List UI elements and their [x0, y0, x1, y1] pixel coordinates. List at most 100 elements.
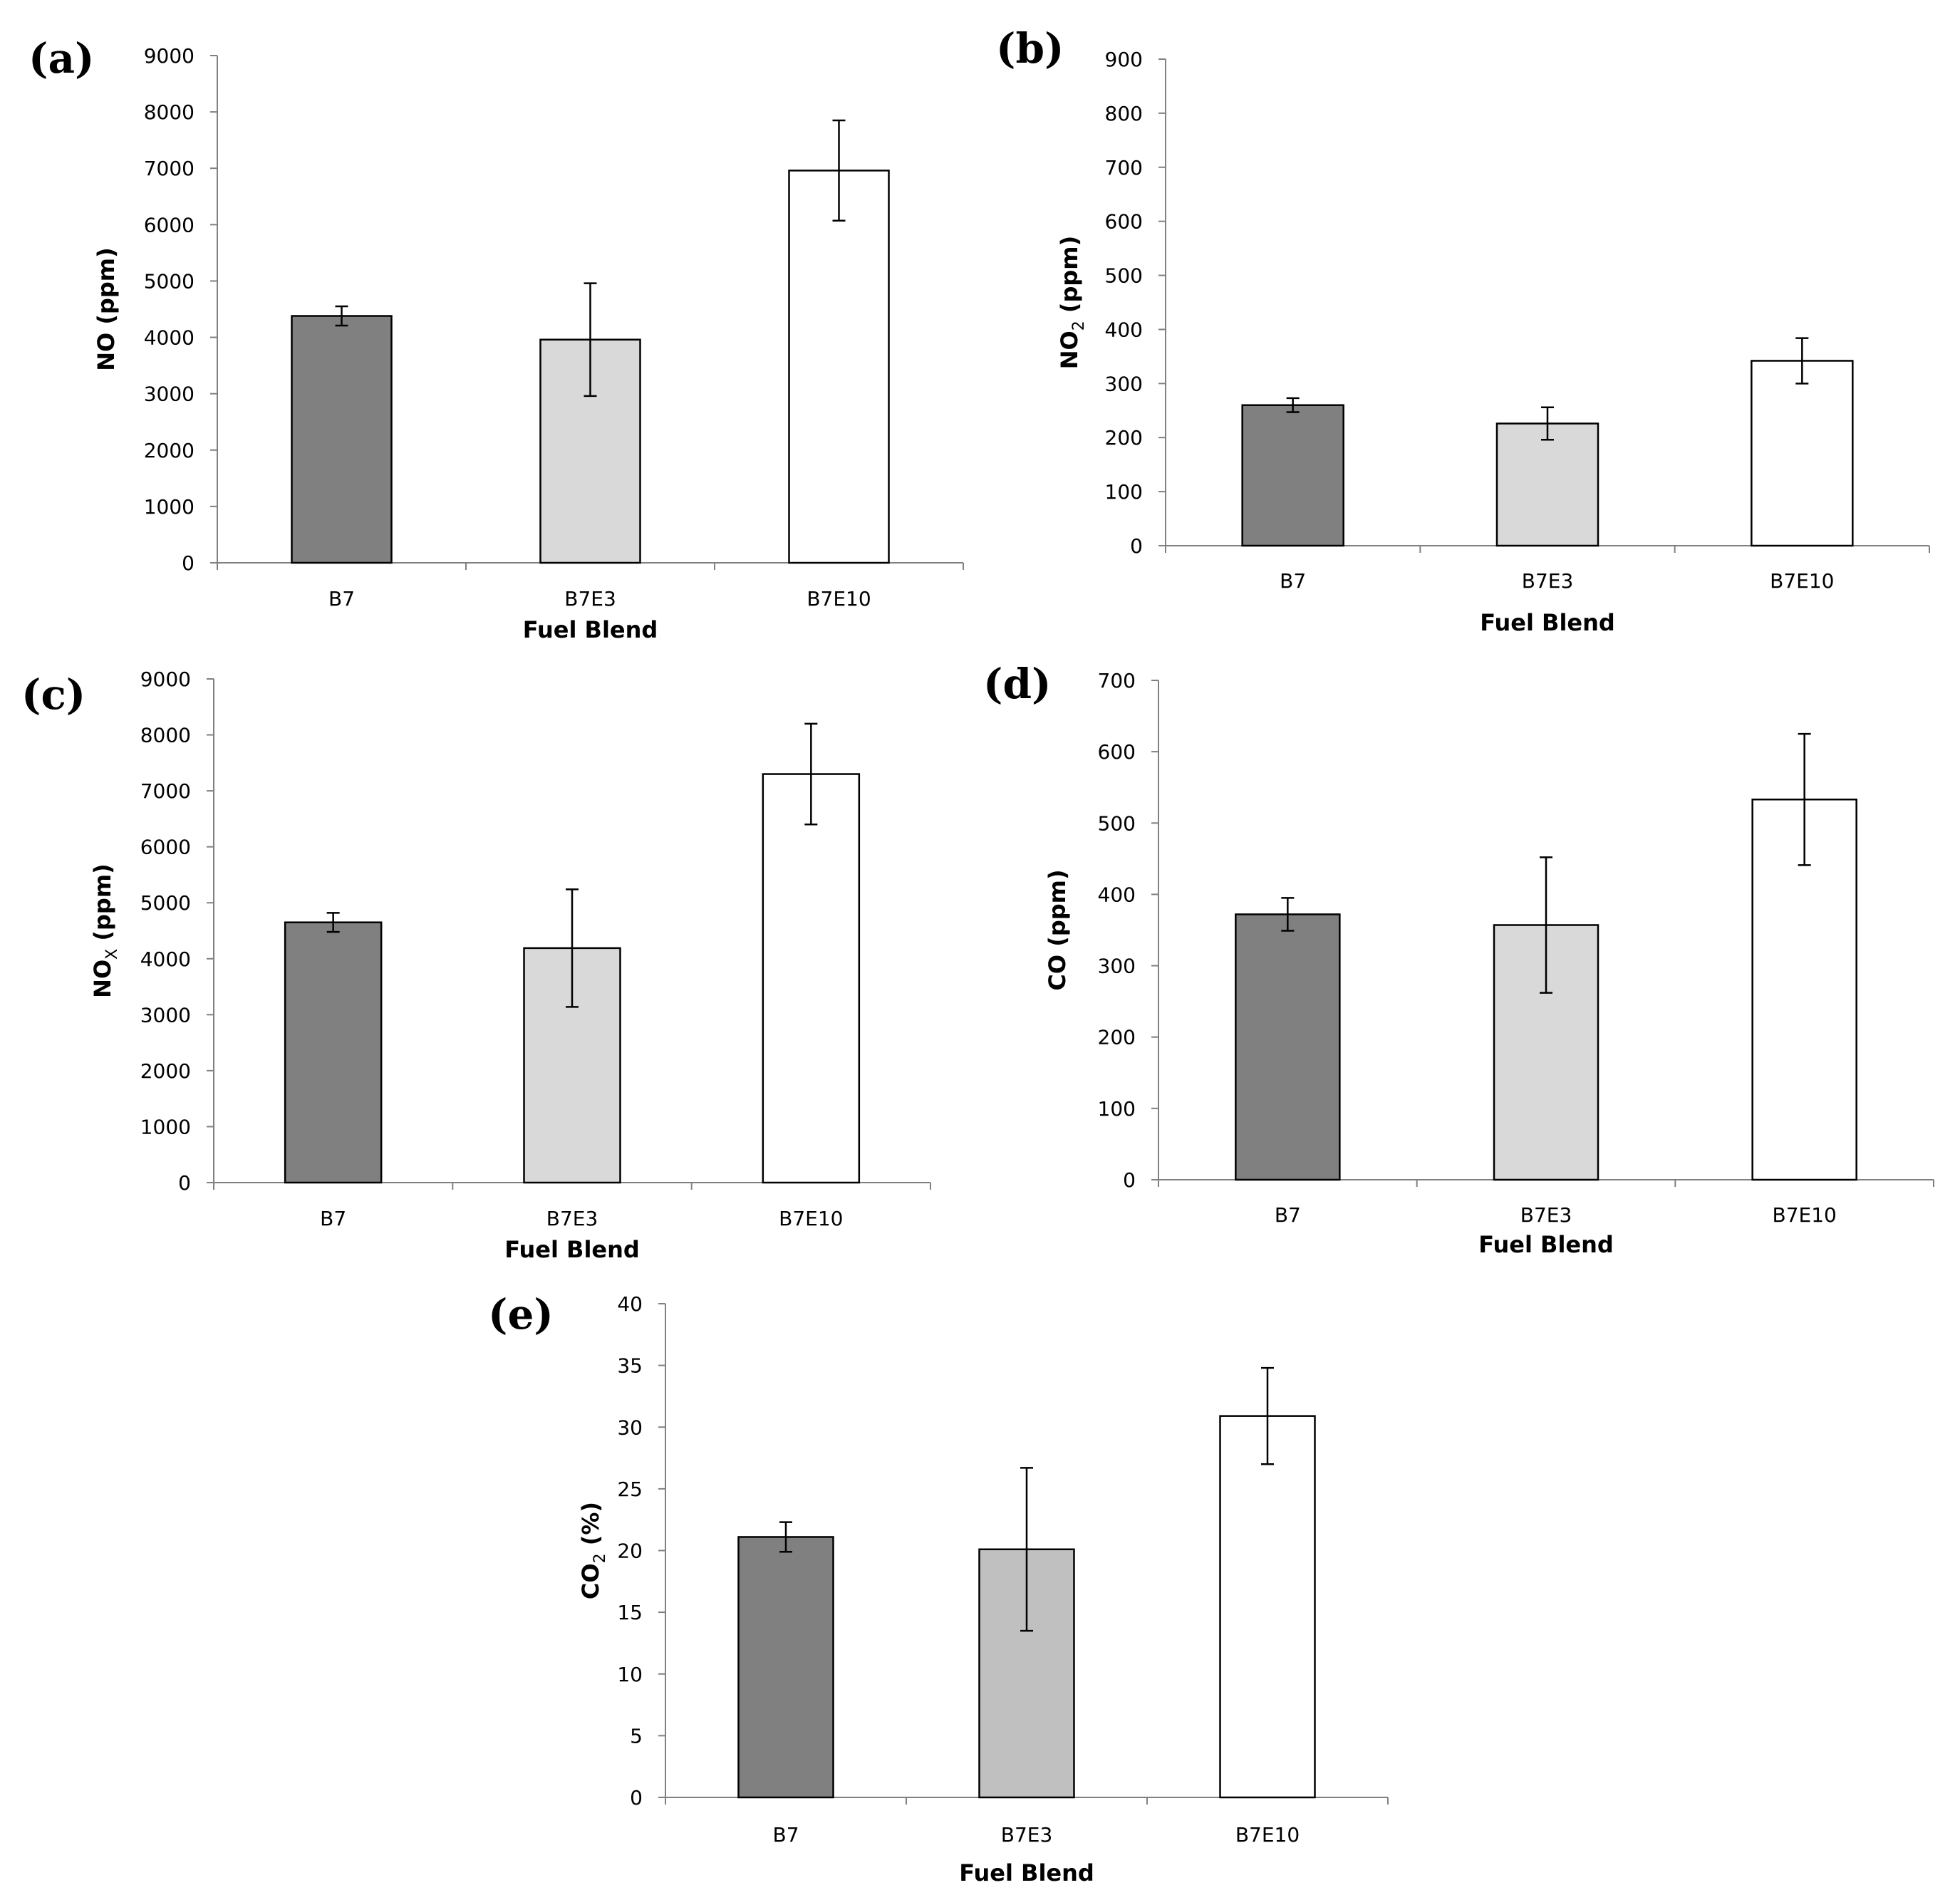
y-tick-label: 0 [1130, 534, 1143, 558]
bar-b7 [737, 1536, 834, 1799]
bar-b7e3 [1495, 422, 1599, 547]
chart-panel-1: (a) 0 1000 2000 3000 4000 5000 6000 7000 8000 9000… [28, 34, 964, 643]
x-category-label: B7E10 [1772, 1203, 1836, 1227]
y-axis-title: NO2 (ppm) [1056, 236, 1088, 370]
y-tick-label: 3000 [144, 383, 195, 406]
y-axis-title-subscript: 2 [1070, 321, 1088, 331]
y-tick-label: 400 [1098, 883, 1136, 906]
y-tick-label: 700 [1098, 669, 1136, 692]
y-tick-label: 2000 [140, 1059, 191, 1083]
panel-label: (b) [996, 24, 1064, 73]
y-tick-label: 30 [617, 1416, 643, 1439]
x-category-label: B7E10 [779, 1207, 843, 1230]
x-axis-title: Fuel Blend [504, 1236, 640, 1263]
y-axis-title-unit: (ppm) [89, 863, 116, 949]
x-category-label: B7E3 [1520, 1203, 1572, 1227]
bar-b7 [284, 921, 383, 1184]
bar-b7 [291, 315, 393, 564]
y-tick-label: 900 [1105, 48, 1143, 71]
y-tick-label: 100 [1098, 1097, 1136, 1121]
y-tick-label: 6000 [140, 836, 191, 859]
y-tick-label: 40 [617, 1292, 643, 1316]
y-tick-label: 4000 [144, 326, 195, 350]
y-tick-label: 700 [1105, 156, 1143, 180]
panel-label: (a) [28, 34, 94, 83]
y-axis-title-unit: (%) [577, 1502, 604, 1553]
y-axis-title-subscript: X [103, 949, 121, 960]
bar-b7e10 [762, 773, 861, 1184]
y-tick-label: 2000 [144, 439, 195, 462]
chart-panel-5: (e) 0 5 10 15 20 25 30 35 40 B7 B7E3 B7E10 Fuel Blend… [488, 1290, 1389, 1886]
y-tick-label: 200 [1105, 426, 1143, 450]
y-axis-title-main: NO [89, 960, 116, 998]
y-tick-label: 3000 [140, 1003, 191, 1027]
y-tick-label: 5000 [140, 891, 191, 915]
bar-b7e10 [1751, 360, 1854, 547]
y-tick-label: 1000 [144, 495, 195, 519]
bar-b7 [1235, 913, 1341, 1181]
chart-panel-4: (d) 0 100 200 300 400 500 600 700 B7 B7E3 B7E10 Fuel… [983, 660, 1934, 1258]
y-axis-title-unit: (ppm) [1056, 236, 1083, 321]
chart-panel-3: (c) 0 1000 2000 3000 4000 5000 6000 7000 8000 9000… [21, 668, 931, 1263]
y-axis-title: CO2 (%) [577, 1502, 609, 1599]
y-axis-title-main: CO [577, 1563, 604, 1599]
y-tick-label: 9000 [144, 44, 195, 68]
y-tick-label: 1000 [140, 1115, 191, 1138]
x-category-label: B7E3 [1522, 569, 1574, 593]
y-tick-label: 7000 [144, 157, 195, 180]
x-category-label: B7E3 [546, 1207, 598, 1230]
y-tick-label: 0 [1123, 1168, 1136, 1192]
y-axis-title-main: CO (ppm) [1044, 869, 1071, 990]
x-category-label: B7E3 [564, 587, 616, 611]
bar-b7e10 [788, 170, 890, 564]
y-tick-label: 10 [617, 1663, 643, 1686]
x-axis-title: Fuel Blend [1478, 1231, 1614, 1258]
bar-b7 [1241, 404, 1344, 547]
y-tick-label: 0 [182, 551, 195, 575]
y-tick-label: 500 [1105, 264, 1143, 288]
panel-label: (e) [488, 1290, 554, 1339]
y-axis-title-main: NO (ppm) [93, 247, 120, 371]
panel-label: (d) [983, 660, 1051, 708]
x-category-label: B7E3 [1001, 1823, 1053, 1847]
y-tick-label: 4000 [140, 947, 191, 971]
x-category-label: B7 [328, 587, 355, 611]
y-tick-label: 600 [1098, 740, 1136, 764]
y-tick-label: 8000 [140, 724, 191, 747]
x-axis-title: Fuel Blend [959, 1859, 1094, 1886]
x-category-label: B7E10 [807, 587, 871, 611]
x-category-label: B7E10 [1235, 1823, 1300, 1847]
y-axis-title-main: NO [1056, 331, 1083, 369]
x-category-label: B7 [772, 1823, 799, 1847]
y-tick-label: 0 [630, 1786, 643, 1810]
y-tick-label: 8000 [144, 100, 195, 124]
y-tick-label: 35 [617, 1354, 643, 1378]
y-tick-label: 20 [617, 1540, 643, 1563]
y-tick-label: 800 [1105, 102, 1143, 125]
x-category-label: B7E10 [1770, 569, 1834, 593]
x-category-label: B7 [320, 1207, 346, 1230]
y-tick-label: 200 [1098, 1026, 1136, 1049]
bar-b7e10 [1219, 1415, 1316, 1799]
y-tick-label: 5000 [144, 269, 195, 293]
chart-panel-2: (b) 0 100 200 300 400 500 600 700 800 900 B7 B7E3 B7E… [996, 24, 1930, 636]
y-axis-title: NO (ppm) [93, 247, 120, 371]
y-tick-label: 5 [630, 1724, 643, 1748]
y-axis-title: CO (ppm) [1044, 869, 1071, 990]
y-axis-title: NOX (ppm) [89, 863, 121, 998]
y-tick-label: 300 [1098, 955, 1136, 978]
y-tick-label: 9000 [140, 668, 191, 691]
y-tick-label: 300 [1105, 372, 1143, 395]
y-tick-label: 100 [1105, 480, 1143, 504]
y-tick-label: 6000 [144, 213, 195, 237]
y-tick-label: 0 [178, 1171, 191, 1195]
x-axis-title: Fuel Blend [1480, 609, 1615, 636]
x-category-label: B7 [1275, 1203, 1301, 1227]
y-tick-label: 7000 [140, 779, 191, 803]
panel-label: (c) [21, 670, 85, 719]
y-tick-label: 600 [1105, 210, 1143, 234]
x-axis-title: Fuel Blend [523, 616, 658, 643]
y-axis-title-subscript: 2 [591, 1553, 609, 1563]
y-tick-label: 500 [1098, 811, 1136, 835]
